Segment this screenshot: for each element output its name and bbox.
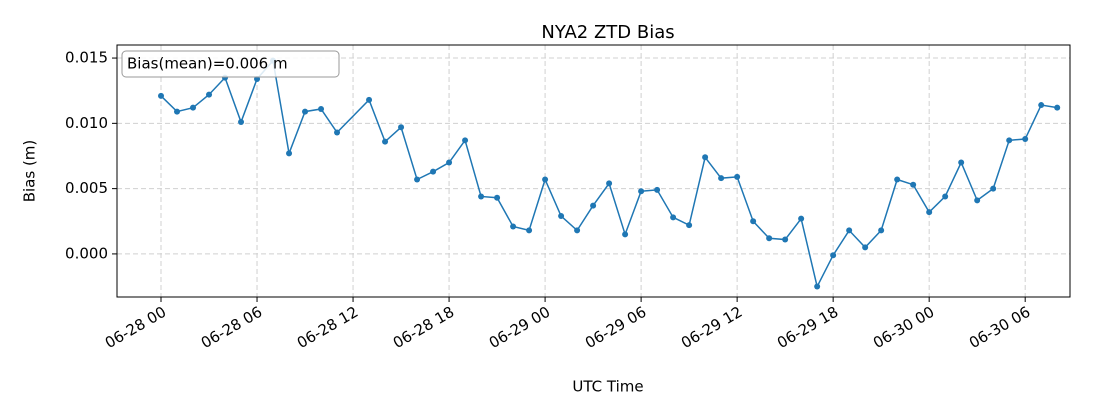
data-point (478, 193, 485, 200)
data-point (510, 223, 517, 230)
data-point (1006, 137, 1013, 144)
data-point (334, 129, 341, 136)
y-tick-label: 0.000 (65, 244, 108, 262)
x-tick-label: 06-29 06 (582, 303, 649, 352)
y-tick-label: 0.010 (65, 114, 108, 132)
plot-frame (116, 44, 1071, 298)
data-point (398, 124, 405, 131)
x-tick-label: 06-28 12 (294, 303, 361, 352)
data-point (686, 222, 693, 229)
data-point (1038, 102, 1045, 109)
data-point (798, 215, 805, 222)
data-point (878, 227, 885, 234)
y-axis-label: Bias (m) (21, 140, 39, 203)
x-tick-label: 06-29 12 (678, 303, 745, 352)
x-tick-label: 06-29 18 (774, 303, 841, 352)
data-point (782, 236, 789, 243)
data-point (910, 181, 917, 188)
data-point (446, 159, 453, 166)
data-point (382, 138, 389, 145)
data-point (302, 108, 309, 115)
x-tick-label: 06-29 00 (486, 303, 553, 352)
data-point (846, 227, 853, 234)
y-tick-label: 0.005 (65, 179, 108, 197)
data-point (990, 185, 997, 192)
x-tick-label: 06-28 00 (102, 303, 169, 352)
data-point (1054, 104, 1061, 111)
data-point (366, 96, 373, 103)
data-point (526, 227, 533, 234)
data-point (894, 176, 901, 183)
annotation: Bias(mean)=0.006 m (127, 55, 288, 73)
data-point (670, 214, 677, 221)
data-point (926, 209, 933, 216)
data-point (702, 154, 709, 161)
data-point (638, 188, 645, 195)
x-tick-label: 06-28 06 (198, 303, 265, 352)
x-tick-label: 06-30 00 (870, 303, 937, 352)
x-tick-label: 06-28 18 (390, 303, 457, 352)
data-point (430, 168, 437, 175)
data-point (206, 91, 213, 98)
data-point (414, 176, 421, 183)
data-point (814, 283, 821, 290)
data-line (160, 58, 1058, 289)
annotation-box (121, 50, 340, 78)
data-point (942, 193, 949, 200)
chart-title: NYA2 ZTD Bias (541, 22, 674, 43)
data-point (462, 137, 469, 144)
data-point (318, 105, 325, 112)
data-point (190, 104, 197, 111)
data-point (174, 108, 181, 115)
data-point (494, 194, 501, 201)
data-point (750, 218, 757, 225)
data-point (558, 213, 565, 220)
data-point (766, 235, 773, 242)
y-tick-label: 0.015 (65, 49, 108, 67)
data-point (1022, 136, 1029, 143)
data-point (606, 180, 613, 187)
data-point (158, 92, 165, 99)
data-point (734, 173, 741, 180)
data-point (718, 175, 725, 182)
data-point (958, 159, 965, 166)
data-point (974, 197, 981, 204)
data-point (286, 150, 293, 157)
data-point (654, 186, 661, 193)
data-point (238, 119, 245, 126)
x-axis-label: UTC Time (572, 378, 643, 396)
data-point (830, 252, 837, 259)
data-point (542, 176, 549, 183)
data-point (590, 202, 597, 209)
data-point (622, 231, 629, 238)
data-point (574, 227, 581, 234)
data-point (862, 244, 869, 251)
x-tick-label: 06-30 06 (966, 303, 1033, 352)
